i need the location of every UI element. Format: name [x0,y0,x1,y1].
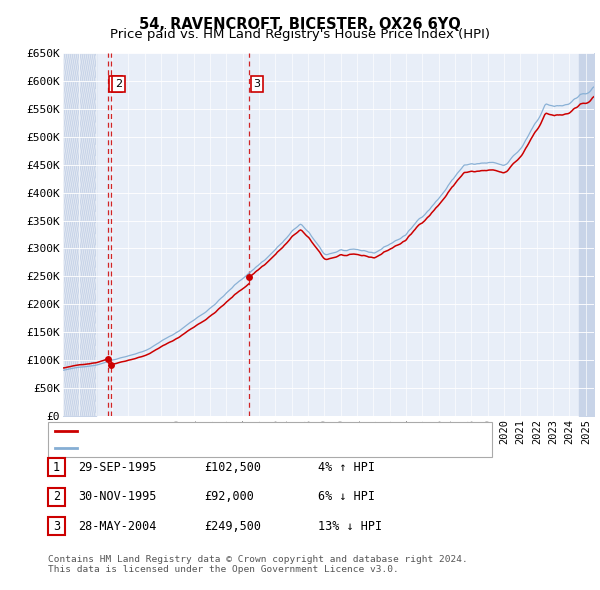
Text: Contains HM Land Registry data © Crown copyright and database right 2024.
This d: Contains HM Land Registry data © Crown c… [48,555,468,574]
Text: 3: 3 [254,79,260,89]
Text: 4% ↑ HPI: 4% ↑ HPI [318,461,375,474]
Text: Price paid vs. HM Land Registry's House Price Index (HPI): Price paid vs. HM Land Registry's House … [110,28,490,41]
Text: 1: 1 [112,79,119,89]
Text: 54, RAVENCROFT, BICESTER, OX26 6YQ: 54, RAVENCROFT, BICESTER, OX26 6YQ [139,17,461,31]
Text: 3: 3 [53,520,60,533]
Text: 6% ↓ HPI: 6% ↓ HPI [318,490,375,503]
Text: 2: 2 [53,490,60,503]
Text: 54, RAVENCROFT, BICESTER, OX26 6YQ (detached house): 54, RAVENCROFT, BICESTER, OX26 6YQ (deta… [82,425,445,438]
Text: 1: 1 [53,461,60,474]
Text: HPI: Average price, detached house, Cherwell: HPI: Average price, detached house, Cher… [82,442,395,455]
Text: 2: 2 [115,79,122,89]
Text: 13% ↓ HPI: 13% ↓ HPI [318,520,382,533]
Text: £249,500: £249,500 [204,520,261,533]
Text: 29-SEP-1995: 29-SEP-1995 [78,461,157,474]
Text: £92,000: £92,000 [204,490,254,503]
Text: £102,500: £102,500 [204,461,261,474]
Text: 28-MAY-2004: 28-MAY-2004 [78,520,157,533]
Text: 30-NOV-1995: 30-NOV-1995 [78,490,157,503]
